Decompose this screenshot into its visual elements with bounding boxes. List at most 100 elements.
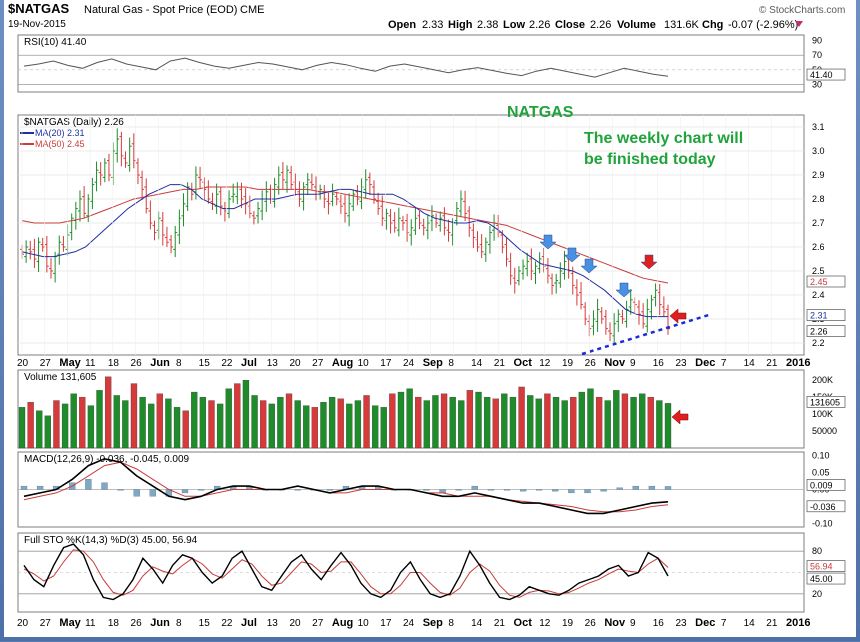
volume-bar <box>122 400 129 449</box>
x-tick-label-bottom: 21 <box>766 618 778 629</box>
x-tick-label: 20 <box>17 358 29 369</box>
volume-bar <box>380 407 387 449</box>
volume-bar <box>191 391 198 449</box>
x-tick-label: 17 <box>380 358 392 369</box>
volume-bar <box>475 391 482 449</box>
x-tick-label: 13 <box>267 358 279 369</box>
x-tick-label-bottom: 23 <box>675 618 687 629</box>
price-tick-label: 2.7 <box>812 218 825 228</box>
volume-bar <box>303 405 310 449</box>
x-tick-label: Oct <box>514 357 533 369</box>
x-tick-label-bottom: 26 <box>585 618 597 629</box>
rsi-line <box>23 57 669 78</box>
rsi-tick-label: 70 <box>812 50 822 60</box>
ma50-value-badge: 2.45 <box>810 277 828 287</box>
volume-bar <box>501 393 508 449</box>
x-tick-label-bottom: Jul <box>241 617 257 629</box>
x-tick-label: Sep <box>423 357 443 369</box>
macd-histogram-bar <box>36 485 44 490</box>
x-tick-label: 21 <box>494 358 506 369</box>
macd-tick-label: -0.10 <box>812 519 833 529</box>
symbol: $NATGAS <box>8 1 69 16</box>
volume-bar <box>139 396 146 449</box>
x-tick-label: 24 <box>403 358 415 369</box>
macd-histogram-bar <box>326 489 334 491</box>
red-volume-arrow-icon <box>671 409 689 425</box>
open-value: 2.33 <box>422 19 443 31</box>
rsi-panel <box>17 34 805 93</box>
volume-bar <box>285 393 293 449</box>
note-line-1: The weekly chart will <box>584 130 743 147</box>
sto-k-badge: 45.00 <box>810 574 833 584</box>
volume-bar <box>79 396 86 449</box>
macd-histogram-bar <box>503 489 511 491</box>
volume-bar <box>656 400 663 449</box>
price-title: $NATGAS (Daily) 2.26 <box>24 117 124 128</box>
volume-bar <box>578 391 586 449</box>
volume-bar <box>36 410 43 449</box>
x-tick-label: 15 <box>199 358 211 369</box>
x-tick-label-bottom: Oct <box>514 617 533 629</box>
x-tick-label: Aug <box>332 357 353 369</box>
low-label: Low <box>503 19 525 31</box>
macd-hist-badge-box <box>806 479 846 491</box>
volume-bar <box>371 405 379 449</box>
macd-histogram-bar <box>664 486 672 490</box>
high-label: High <box>448 19 473 31</box>
x-tick-label: 2016 <box>786 357 810 369</box>
macd-histogram-bar <box>568 489 575 494</box>
x-tick-label-bottom: 8 <box>448 618 454 629</box>
x-tick-label: Jun <box>150 357 170 369</box>
x-tick-label-bottom: 7 <box>721 618 727 629</box>
macd-value-badge-box <box>806 500 846 513</box>
x-tick-label-bottom: Nov <box>604 617 626 629</box>
macd-value-badge: -0.036 <box>810 502 836 512</box>
x-tick-label: 10 <box>358 358 370 369</box>
chg-value: -0.07 (-2.96%) <box>728 19 798 31</box>
blue-arrow-icon <box>580 258 598 274</box>
volume-bar <box>242 380 250 449</box>
sto-title: Full STO %K(14,3) %D(3) 45.00, 56.94 <box>24 535 198 546</box>
x-tick-label-bottom: 14 <box>744 618 756 629</box>
volume-title: Volume 131,605 <box>24 372 97 383</box>
macd-histogram-bar <box>423 489 430 491</box>
volume-tick-label: 200K <box>812 375 833 385</box>
ma50-value-badge-box <box>806 275 846 288</box>
volume-bar <box>449 396 456 449</box>
macd-histogram-bar <box>471 485 478 490</box>
volume-bar <box>397 391 405 449</box>
volume-bar <box>613 390 620 449</box>
x-tick-label: 16 <box>653 358 665 369</box>
volume-bar <box>527 395 534 449</box>
price-tick-label: 2.9 <box>812 170 825 180</box>
macd-histogram-bar <box>20 485 28 490</box>
price-tick-label: 2.2 <box>812 338 825 348</box>
x-tick-label-bottom: 22 <box>221 618 233 629</box>
volume-label: Volume <box>617 19 656 31</box>
volume-bar <box>621 393 629 449</box>
x-tick-label: 11 <box>85 358 96 369</box>
macd-histogram-bar <box>616 487 623 490</box>
x-tick-label: 20 <box>289 358 301 369</box>
rsi-tick-label: 90 <box>812 36 822 46</box>
x-tick-label: May <box>59 357 81 369</box>
ma50-line <box>21 186 669 284</box>
price-tick-label: 3.1 <box>812 122 825 132</box>
volume-bar <box>552 396 560 449</box>
volume-bar <box>113 395 120 449</box>
macd-histogram-bar <box>117 489 124 491</box>
x-tick-label: 14 <box>471 358 483 369</box>
macd-histogram-bar <box>536 489 543 491</box>
volume-bar <box>260 400 267 449</box>
volume-bar <box>492 398 499 449</box>
macd-histogram-bar <box>149 489 156 497</box>
red-left-arrow-icon <box>669 308 687 324</box>
x-tick-label-bottom: 21 <box>494 618 506 629</box>
macd-signal-line <box>23 461 669 513</box>
volume-tick-label: 50000 <box>812 426 837 436</box>
x-tick-label: 12 <box>539 358 551 369</box>
close-label: Close <box>555 19 585 31</box>
annotation-arrows <box>539 234 689 425</box>
x-tick-label-bottom: 13 <box>267 618 279 629</box>
macd-histogram-bar <box>552 489 559 492</box>
